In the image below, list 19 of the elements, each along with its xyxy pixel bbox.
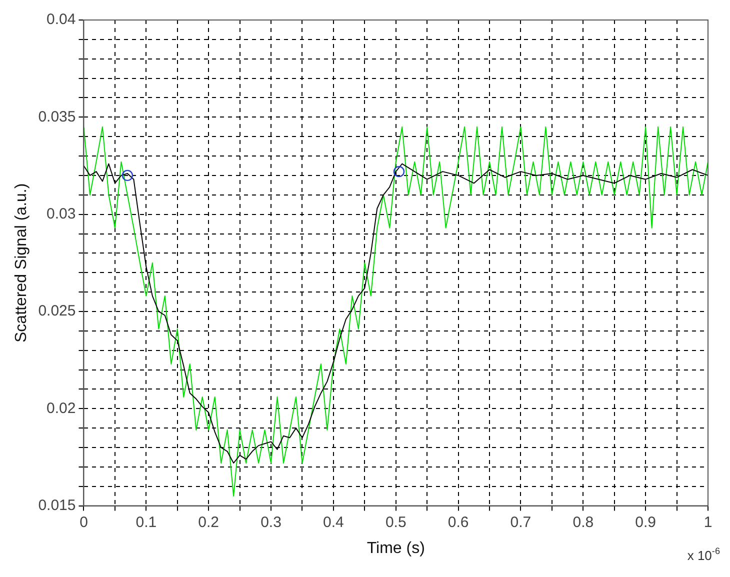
y-tick-label: 0.015: [38, 496, 76, 514]
y-tick-label: 0.03: [46, 205, 76, 222]
y-tick-label: 0.02: [46, 400, 76, 417]
x-tick-label: 0.5: [385, 514, 406, 531]
x-tick-label: 0.1: [136, 514, 157, 531]
x-tick-label: 0.6: [448, 514, 469, 531]
x-tick-label: 1: [704, 514, 712, 531]
x-tick-label: 0.7: [510, 514, 532, 531]
x-tick-label: 0.3: [260, 514, 282, 531]
y-tick-label: 0.025: [38, 302, 76, 320]
x-tick-label: 0.4: [323, 514, 344, 531]
y-tick-label: 0.04: [46, 11, 76, 28]
y-tick-label: 0.035: [38, 108, 76, 126]
x-tick-label: 0.9: [635, 514, 656, 531]
x-tick-label: 0: [80, 514, 88, 531]
y-axis-title: Scattered Signal (a.u.): [13, 183, 30, 342]
x-tick-label: 0.8: [572, 514, 594, 531]
x-tick-label: 0.2: [198, 514, 220, 531]
x-axis-title: Time (s): [366, 540, 425, 557]
